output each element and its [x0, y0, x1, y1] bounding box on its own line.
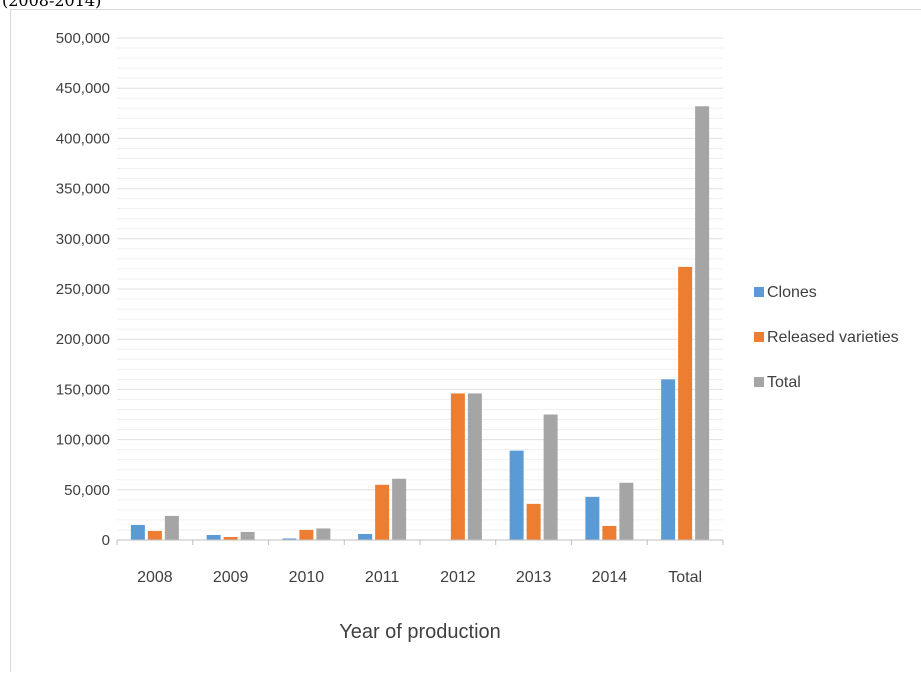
y-tick-label: 50,000: [64, 482, 110, 499]
y-axis-tick-labels: 0 50,000 100,000 150,000 200,000 250,000 300,0…: [56, 30, 110, 549]
bar: [526, 503, 541, 540]
legend-label: Total: [767, 374, 801, 391]
bar: [450, 393, 465, 540]
bar: [164, 515, 179, 540]
x-tick-label: 2010: [289, 569, 325, 586]
y-tick-label: 500,000: [56, 30, 110, 47]
bar: [695, 106, 710, 540]
figure-caption: (2008-2014): [2, 0, 102, 10]
bar: [358, 533, 373, 540]
bar: [147, 530, 162, 540]
legend-swatch: [754, 332, 764, 342]
x-axis-title: Year of production: [339, 621, 501, 643]
bar: [316, 528, 331, 540]
bar: [240, 531, 255, 540]
bar: [661, 379, 676, 540]
y-tick-label: 300,000: [56, 231, 110, 248]
x-tick-label: Total: [668, 569, 702, 586]
x-tick-label: 2011: [365, 569, 400, 586]
chart-frame: 0 50,000 100,000 150,000 200,000 250,000 300,0…: [10, 9, 921, 672]
y-tick-label: 250,000: [56, 281, 110, 298]
x-tick-label: 2013: [516, 569, 552, 586]
bar: [619, 482, 634, 540]
legend-swatch: [754, 287, 764, 297]
bar: [392, 478, 407, 540]
x-tick-label: 2014: [592, 569, 628, 586]
bar: [602, 525, 617, 540]
bar: [375, 484, 390, 540]
y-tick-label: 350,000: [56, 181, 110, 198]
bar: [585, 496, 600, 540]
bar: [467, 393, 482, 540]
x-tick-label: 2008: [137, 569, 173, 586]
bar: [130, 524, 145, 540]
y-tick-label: 400,000: [56, 130, 110, 147]
x-tick-label: 2012: [440, 569, 476, 586]
y-tick-label: 0: [102, 532, 110, 549]
legend-swatch: [754, 377, 764, 387]
bar: [206, 534, 221, 540]
y-tick-label: 100,000: [56, 432, 110, 449]
y-tick-label: 200,000: [56, 331, 110, 348]
bar: [678, 266, 693, 540]
bars: [130, 106, 710, 540]
bar: [223, 536, 238, 540]
bar: [282, 538, 297, 540]
y-tick-label: 150,000: [56, 381, 110, 398]
bar: [543, 414, 558, 540]
bar: [509, 450, 524, 540]
legend-label: Released varieties: [767, 329, 899, 346]
legend-label: Clones: [767, 284, 817, 301]
gridlines: [116, 37, 724, 545]
x-tick-label: 2009: [213, 569, 249, 586]
x-axis-tick-labels: 2008 2009 2010 2011 2012 2013 2014 Total: [137, 569, 702, 586]
legend: Clones Released varieties Total: [754, 284, 899, 391]
bar-chart: 0 50,000 100,000 150,000 200,000 250,000 300,0…: [56, 30, 899, 643]
y-tick-label: 450,000: [56, 80, 110, 97]
bar: [299, 529, 314, 540]
